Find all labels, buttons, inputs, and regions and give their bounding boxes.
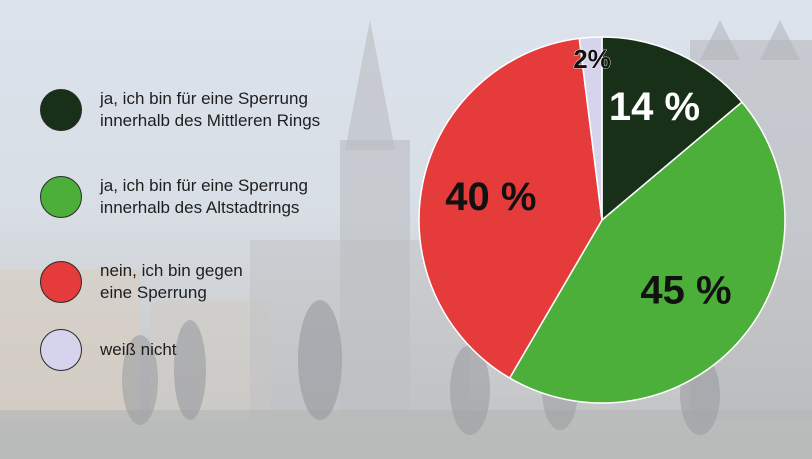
- pie-slice-value-label: 14 %: [609, 85, 700, 129]
- pie-slice-value-label: 2%: [573, 44, 611, 74]
- pie-slice: [508, 101, 786, 404]
- pie-slice-value-label: 45 %: [640, 269, 731, 313]
- pie-slice-value-label: 40 %: [445, 175, 536, 219]
- legend-swatch-green: [40, 176, 82, 218]
- legend-label: ja, ich bin für eine Sperrung innerhalb …: [100, 176, 308, 217]
- legend-item-dagegen: nein, ich bin gegen eine Sperrung: [40, 260, 420, 304]
- legend-label: weiß nicht: [100, 340, 177, 359]
- legend-swatch-red: [40, 261, 82, 303]
- legend-label: ja, ich bin für eine Sperrung innerhalb …: [100, 89, 321, 130]
- pie-slice: [418, 37, 603, 380]
- pie-slice: [578, 36, 603, 221]
- legend-swatch-lavender: [40, 329, 82, 371]
- legend-item-mittlerer-ring: ja, ich bin für eine Sperrung innerhalb …: [40, 88, 420, 132]
- legend-item-weiss-nicht: weiß nicht: [40, 329, 420, 371]
- legend-label: nein, ich bin gegen eine Sperrung: [100, 261, 243, 302]
- legend-item-altstadtring: ja, ich bin für eine Sperrung innerhalb …: [40, 175, 420, 219]
- pie-slice: [601, 36, 744, 222]
- legend-swatch-dark-green: [40, 89, 82, 131]
